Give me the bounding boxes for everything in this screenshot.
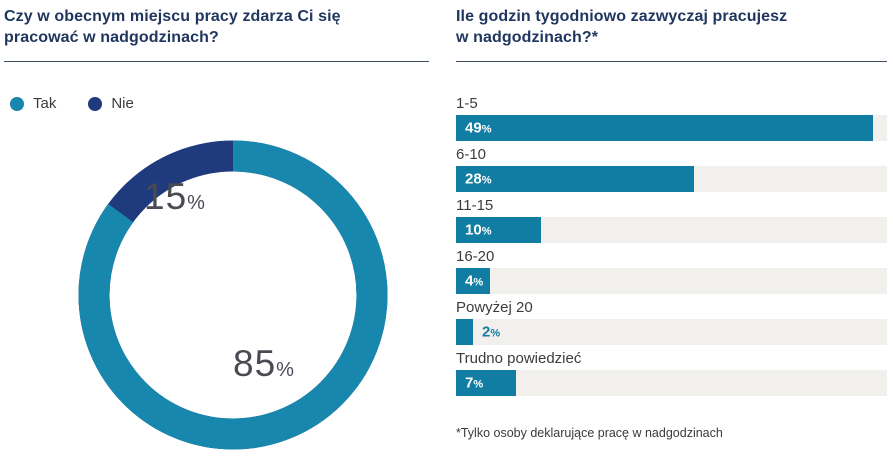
legend-dot-tak (10, 96, 24, 111)
bar-value-label: 7% (465, 376, 483, 391)
bar-value-label: 49% (465, 121, 491, 136)
donut-value-nie: 15% (144, 176, 205, 217)
bar-value-label: 2% (482, 325, 500, 340)
bar-value-number: 49 (465, 119, 482, 137)
bar-value-number: 7 (465, 374, 474, 392)
bar-row: 16-20 4% (456, 249, 887, 294)
bar-value-number: 10 (465, 221, 482, 239)
bar-value-label: 4% (465, 274, 483, 289)
legend-item-tak: Tak (10, 95, 56, 112)
footnote: *Tylko osoby deklarujące pracę w nadgodz… (456, 426, 723, 440)
legend-label-nie: Nie (111, 95, 134, 112)
legend-label-tak: Tak (33, 95, 57, 112)
bar-track: 4% (456, 268, 887, 294)
bar-track: 28% (456, 166, 887, 192)
donut-rings (78, 140, 388, 450)
bar-value-percent-sign: % (481, 225, 492, 238)
donut-chart: 15% 85% (78, 140, 388, 450)
bar-chart-title: Ile godzin tygodniowo zazwyczaj pracujes… (456, 6, 887, 48)
bar-value-percent-sign: % (473, 378, 484, 391)
bar-fill (456, 217, 541, 243)
legend-item-nie: Nie (88, 95, 134, 112)
bar-fill (456, 115, 873, 141)
bar-row: Trudno powiedzieć 7% (456, 351, 887, 396)
bar-value-percent-sign: % (481, 174, 492, 187)
bar-value-label: 10% (465, 223, 491, 238)
bar-track: 10% (456, 217, 887, 243)
bar-fill (456, 166, 695, 192)
bar-category-label: 11-15 (456, 197, 494, 214)
bar-value-percent-sign: % (490, 327, 501, 340)
right-divider (456, 61, 887, 62)
bar-row: Powyżej 20 2% (456, 300, 887, 345)
bar-value-number: 4 (465, 272, 474, 290)
legend-dot-nie (88, 96, 103, 111)
bar-row: 1-5 49% (456, 96, 887, 141)
donut-legend: Tak Nie (10, 95, 166, 112)
donut-chart-title-line2: pracować w nadgodzinach? (4, 29, 219, 46)
bar-row: 6-10 28% (456, 147, 887, 192)
bar-value-percent-sign: % (481, 123, 492, 136)
bar-fill (456, 370, 516, 396)
bar-category-label: Trudno powiedzieć (456, 350, 582, 367)
donut-chart-title-line1: Czy w obecnym miejscu pracy zdarza Ci si… (4, 8, 341, 25)
bar-category-label: 16-20 (456, 248, 495, 265)
bar-chart-title-line2: w nadgodzinach?* (456, 29, 599, 46)
bar-fill (456, 268, 490, 294)
donut-chart-title: Czy w obecnym miejscu pracy zdarza Ci si… (4, 6, 429, 48)
bar-value-number: 2 (482, 323, 491, 341)
bar-value-label: 28% (465, 172, 491, 187)
bar-value-percent-sign: % (473, 276, 484, 289)
bar-category-label: 6-10 (456, 146, 487, 163)
bar-chart-title-line1: Ile godzin tygodniowo zazwyczaj pracujes… (456, 8, 788, 25)
bar-chart: 1-5 49% 6-10 28% 11-15 10% 16-20 4% Powy… (456, 96, 887, 402)
bar-row: 11-15 10% (456, 198, 887, 243)
donut-value-tak: 85% (233, 343, 294, 384)
bar-track: 7% (456, 370, 887, 396)
bar-category-label: Powyżej 20 (456, 299, 533, 316)
bar-value-number: 28 (465, 170, 482, 188)
bar-track: 49% (456, 115, 887, 141)
left-divider (4, 61, 429, 62)
bar-track: 2% (456, 319, 887, 345)
bar-category-label: 1-5 (456, 95, 478, 112)
bar-fill (456, 319, 473, 345)
